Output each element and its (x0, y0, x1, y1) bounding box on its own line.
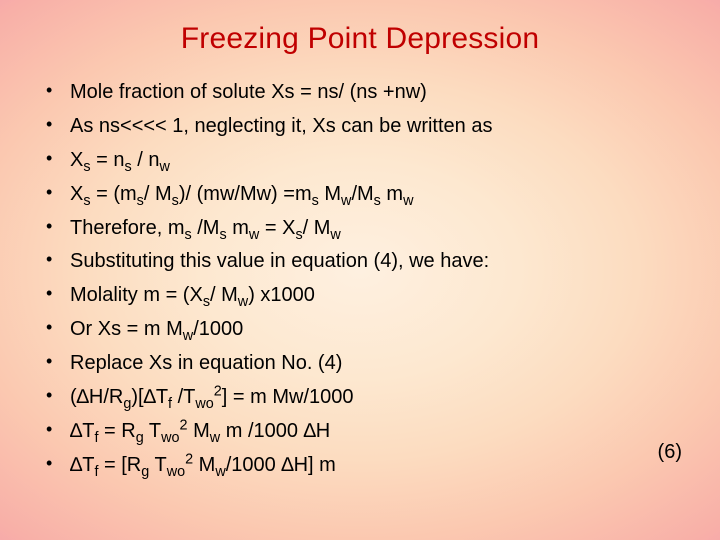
bullet-text: = X (259, 217, 295, 239)
bullet-text: X (70, 149, 83, 171)
sub: w (403, 193, 413, 209)
slide: Freezing Point Depression Mole fraction … (0, 0, 720, 540)
bullet-text: = (m (91, 183, 137, 205)
bullet-text: Molality m = (X (70, 284, 203, 306)
bullet-text: ) x1000 (248, 284, 315, 306)
sub: wo (161, 430, 179, 446)
sub: s (184, 227, 191, 243)
sub: w (330, 227, 340, 243)
bullet-text: M (319, 183, 341, 205)
list-item: Xs = (ms/ Ms)/ (mw/Mw) =ms Mw/Ms mw (46, 180, 690, 208)
bullet-text: M (188, 420, 210, 442)
bullet-text: T (144, 420, 161, 442)
sub: s (172, 193, 179, 209)
bullet-text: / M (144, 183, 172, 205)
bullet-text: = n (91, 149, 125, 171)
bullet-list: Mole fraction of solute Xs = ns/ (ns +nw… (30, 78, 690, 479)
sub: g (136, 430, 144, 446)
bullet-text: X (70, 183, 83, 205)
bullet-text: ∆T (70, 454, 94, 476)
sub: w (249, 227, 259, 243)
sub: w (210, 430, 220, 446)
list-item: ∆Tf = Rg Two2 Mw m /1000 ∆H (46, 417, 690, 445)
bullet-text: / M (303, 217, 331, 239)
sub: w (183, 328, 193, 344)
list-item: As ns<<<< 1, neglecting it, Xs can be wr… (46, 112, 690, 140)
sub: s (295, 227, 302, 243)
sub: w (215, 464, 225, 480)
bullet-text: m /1000 ∆H (220, 420, 330, 442)
bullet-text: M (193, 454, 215, 476)
sub: w (159, 159, 169, 175)
sup: 2 (185, 451, 193, 467)
bullet-text: (∆H/R (70, 386, 123, 408)
sub: s (83, 159, 90, 175)
list-item: Mole fraction of solute Xs = ns/ (ns +nw… (46, 78, 690, 106)
bullet-text: T (149, 454, 166, 476)
bullet-text: )[∆T (131, 386, 168, 408)
sub: s (312, 193, 319, 209)
list-item: Or Xs = m Mw/1000 (46, 315, 690, 343)
bullet-text: /T (172, 386, 195, 408)
sub: wo (167, 464, 185, 480)
sub: s (203, 294, 210, 310)
sub: w (341, 193, 351, 209)
sub: s (137, 193, 144, 209)
list-item: Replace Xs in equation No. (4) (46, 349, 690, 377)
sub: s (83, 193, 90, 209)
list-item: Substituting this value in equation (4),… (46, 247, 690, 275)
sub: w (238, 294, 248, 310)
slide-title: Freezing Point Depression (30, 22, 690, 56)
bullet-text: = [R (98, 454, 141, 476)
list-item: Xs = ns / nw (46, 146, 690, 174)
bullet-text: /M (192, 217, 220, 239)
bullet-text: /1000 ∆H] m (226, 454, 336, 476)
bullet-text: Mole fraction of solute Xs = ns/ (ns +nw… (70, 81, 427, 103)
sub: s (219, 227, 226, 243)
list-item: Molality m = (Xs/ Mw) x1000 (46, 281, 690, 309)
bullet-text: As ns<<<< 1, neglecting it, Xs can be wr… (70, 115, 492, 137)
bullet-text: )/ (mw/Mw) =m (179, 183, 312, 205)
bullet-text: / n (132, 149, 160, 171)
bullet-text: Substituting this value in equation (4),… (70, 250, 489, 272)
bullet-text: /M (351, 183, 373, 205)
sub: s (124, 159, 131, 175)
bullet-text: m (227, 217, 249, 239)
sub: s (374, 193, 381, 209)
bullet-text: /1000 (193, 318, 243, 340)
sup: 2 (214, 383, 222, 399)
bullet-text: Therefore, m (70, 217, 184, 239)
bullet-text: m (381, 183, 403, 205)
bullet-text: ∆T (70, 420, 94, 442)
list-item: ∆Tf = [Rg Two2 Mw/1000 ∆H] m (46, 451, 690, 479)
list-item: (∆H/Rg)[∆Tf /Two2] = m Mw/1000 (46, 383, 690, 411)
equation-number: (6) (658, 441, 682, 464)
list-item: Therefore, ms /Ms mw = Xs/ Mw (46, 214, 690, 242)
bullet-text: = R (98, 420, 135, 442)
bullet-text: / M (210, 284, 238, 306)
bullet-text: Replace Xs in equation No. (4) (70, 352, 342, 374)
sub: wo (195, 396, 213, 412)
sup: 2 (180, 417, 188, 433)
bullet-text: ] = m Mw/1000 (222, 386, 354, 408)
bullet-text: Or Xs = m M (70, 318, 183, 340)
